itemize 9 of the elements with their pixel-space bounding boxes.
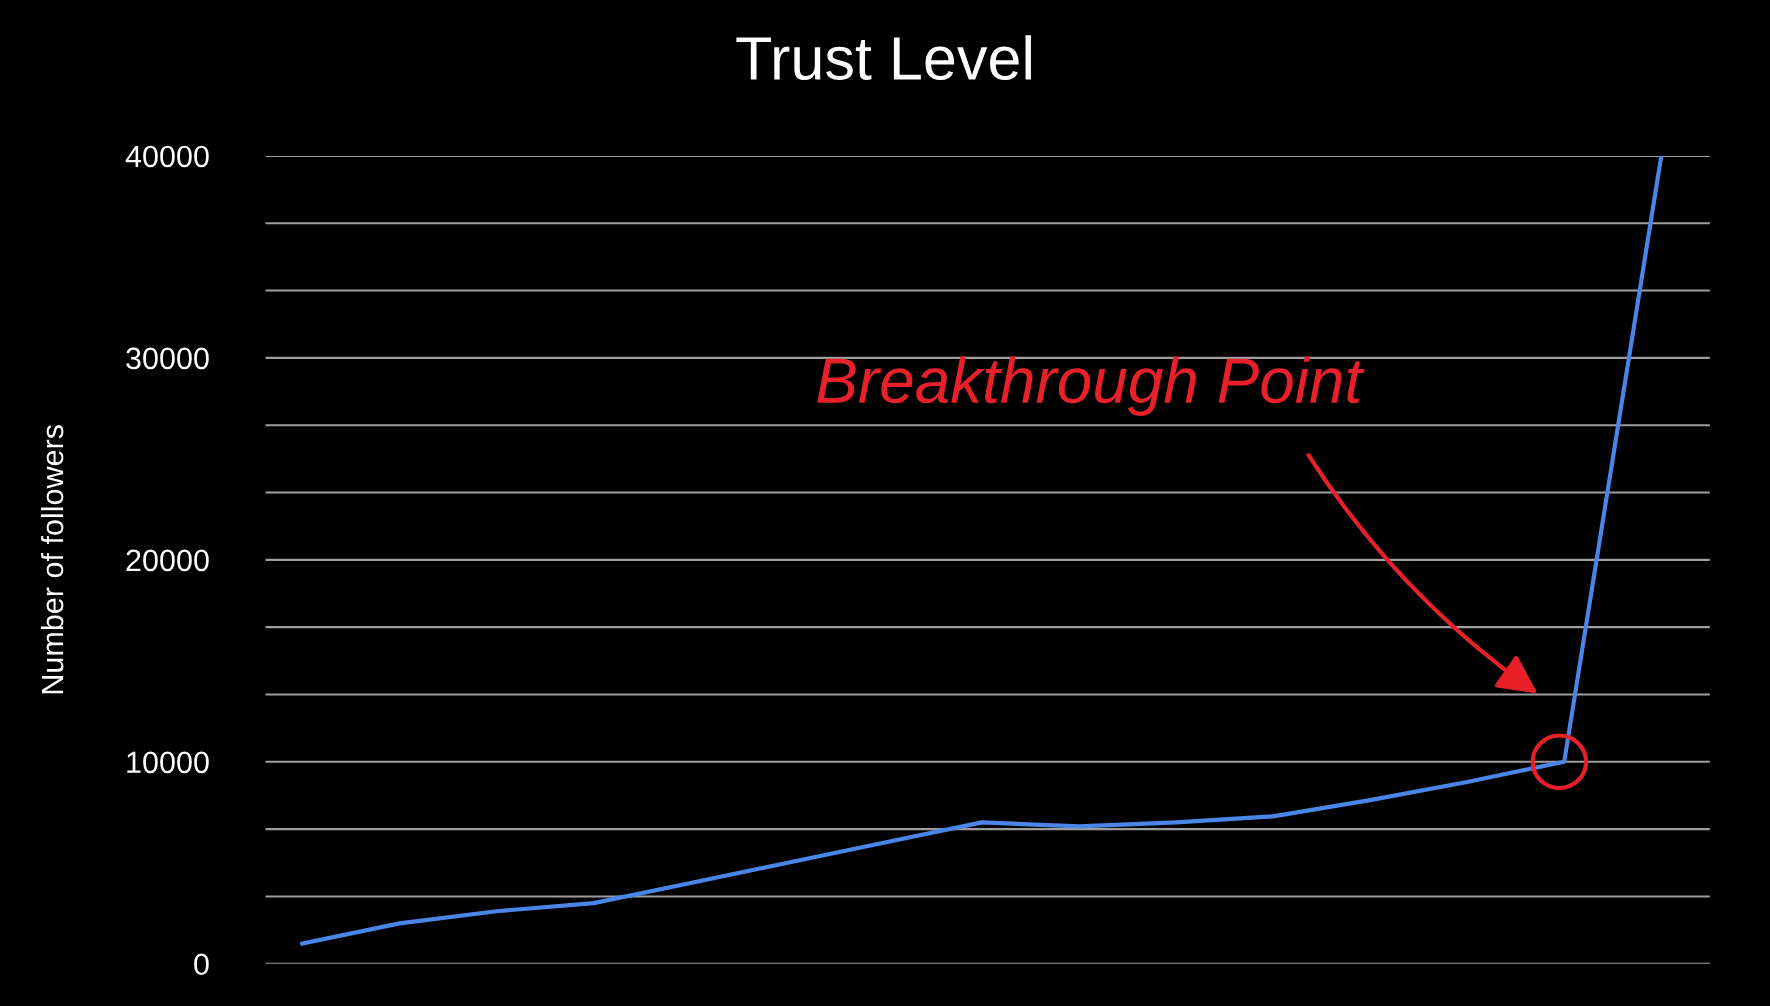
chart-title: Trust Level [736, 35, 1031, 81]
y-tick-label: 30000 [126, 347, 209, 370]
y-tick-label: 40000 [125, 145, 209, 168]
y-tick-label: 20000 [126, 549, 209, 572]
line-series [300, 155, 1664, 946]
y-axis-title: Number of followers [40, 425, 64, 694]
y-tick-label: 10000 [127, 751, 209, 774]
annotation: Breakthrough Point [817, 356, 1365, 416]
y-tick-label: 0 [194, 953, 209, 976]
